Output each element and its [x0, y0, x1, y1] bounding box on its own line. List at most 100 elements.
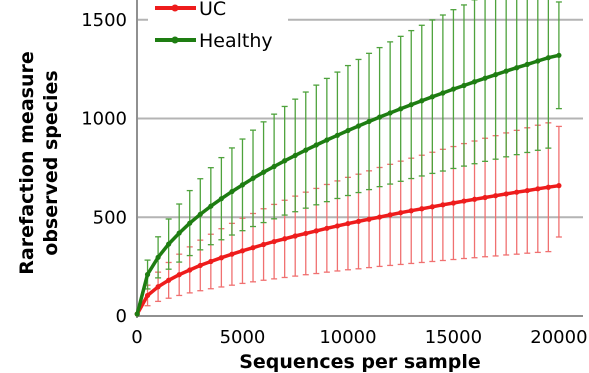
x-tick-label: 0 — [131, 327, 142, 348]
data-point — [250, 245, 256, 251]
data-point — [514, 65, 520, 71]
data-point — [440, 202, 446, 208]
data-point — [250, 175, 256, 181]
data-point — [398, 210, 404, 216]
data-point — [503, 68, 509, 74]
x-tick-label: 5000 — [220, 327, 266, 348]
data-point — [514, 189, 520, 195]
data-point — [218, 196, 224, 202]
data-point — [239, 182, 246, 188]
data-point — [355, 218, 362, 224]
data-point — [229, 251, 235, 257]
data-point — [239, 248, 246, 254]
data-point — [208, 258, 214, 265]
data-point — [324, 225, 330, 231]
legend-uc-label: UC — [199, 0, 226, 20]
data-point — [493, 193, 499, 199]
data-point — [366, 118, 372, 125]
data-point — [450, 200, 457, 206]
data-point — [482, 75, 488, 81]
data-point — [197, 211, 203, 217]
data-point — [144, 271, 151, 278]
data-point — [334, 223, 341, 229]
data-point — [197, 262, 203, 269]
data-point — [292, 233, 298, 239]
data-point — [155, 284, 161, 290]
y-tick-label: 1000 — [81, 109, 127, 130]
legend-healthy-marker — [171, 36, 179, 44]
data-point — [355, 123, 362, 129]
data-point — [176, 230, 182, 236]
data-point — [366, 216, 372, 222]
data-point — [271, 163, 277, 170]
data-point — [524, 61, 530, 67]
data-point — [535, 58, 541, 64]
data-point — [187, 267, 193, 273]
data-point — [471, 196, 478, 202]
data-point — [419, 206, 425, 212]
data-point — [324, 137, 330, 143]
data-point — [144, 292, 151, 299]
series-healthy — [134, 0, 562, 317]
data-point — [556, 52, 562, 58]
data-point — [429, 94, 435, 100]
data-point — [556, 183, 562, 189]
data-point — [166, 241, 172, 247]
data-point — [345, 127, 351, 134]
y-tick-label: 500 — [93, 207, 127, 228]
data-point — [282, 236, 288, 242]
data-point — [535, 186, 541, 192]
data-point — [134, 311, 140, 317]
y-axis-title-line-2: observed species — [40, 70, 62, 255]
data-point — [303, 147, 309, 153]
data-point — [187, 220, 193, 226]
data-point — [218, 255, 224, 261]
legend-healthy-label: Healthy — [199, 30, 273, 52]
data-point — [398, 106, 404, 112]
data-point — [292, 152, 298, 159]
data-point — [345, 220, 351, 227]
data-point — [313, 142, 319, 148]
data-point — [208, 203, 214, 209]
data-point — [282, 158, 288, 164]
data-point — [271, 238, 277, 245]
data-point — [471, 79, 478, 85]
data-point — [260, 241, 267, 248]
data-point — [440, 90, 446, 96]
data-point — [155, 254, 161, 260]
data-point — [503, 191, 509, 197]
data-point — [461, 198, 467, 204]
x-tick-label: 15000 — [425, 327, 482, 348]
legend: UC Healthy — [148, 0, 288, 52]
data-point — [387, 110, 393, 116]
y-tick-label: 1500 — [81, 10, 127, 31]
data-point — [545, 184, 551, 190]
data-point — [482, 194, 488, 201]
data-point — [260, 169, 267, 175]
y-tick-label: 0 — [116, 306, 127, 327]
y-axis-title-line-1: Rarefaction measure — [16, 51, 38, 274]
data-point — [166, 277, 172, 283]
data-point — [313, 228, 319, 234]
data-point — [545, 55, 551, 61]
x-tick-label: 10000 — [319, 327, 376, 348]
data-point — [461, 82, 467, 89]
x-axis-title: Sequences per sample — [239, 351, 481, 373]
x-tick-label: 20000 — [530, 327, 587, 348]
data-point — [303, 230, 309, 237]
data-point — [408, 102, 414, 108]
data-point — [408, 208, 414, 214]
data-point — [229, 188, 235, 195]
series-layer — [134, 0, 562, 317]
data-point — [419, 98, 425, 104]
data-point — [450, 86, 457, 92]
data-point — [176, 272, 182, 278]
data-point — [376, 114, 383, 120]
data-point — [334, 132, 341, 138]
data-point — [429, 204, 435, 210]
data-point — [524, 187, 530, 194]
legend-uc-marker — [171, 4, 179, 12]
data-point — [493, 72, 499, 78]
